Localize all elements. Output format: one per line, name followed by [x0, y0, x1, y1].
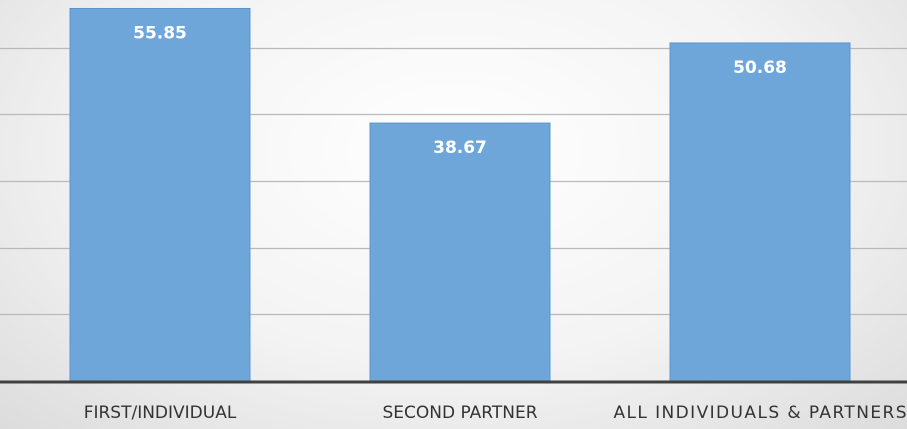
- data-label: 38.67: [433, 138, 487, 158]
- bar-value-labels: 55.85 38.67 50.68: [133, 23, 787, 158]
- data-label: 50.68: [733, 58, 787, 78]
- x-tick-label: ALL INDIVIDUALS & PARTNERS: [614, 403, 907, 423]
- x-tick-label: FIRST/INDIVIDUAL: [84, 403, 237, 423]
- bar: [69, 7, 251, 382]
- x-tick-labels: FIRST/INDIVIDUAL SECOND PARTNER ALL INDIVI…: [84, 403, 907, 423]
- bars: [69, 7, 851, 382]
- x-tick-label: SECOND PARTNER: [382, 403, 537, 423]
- data-label: 55.85: [133, 23, 187, 43]
- bar: [369, 122, 551, 382]
- bar: [669, 42, 851, 382]
